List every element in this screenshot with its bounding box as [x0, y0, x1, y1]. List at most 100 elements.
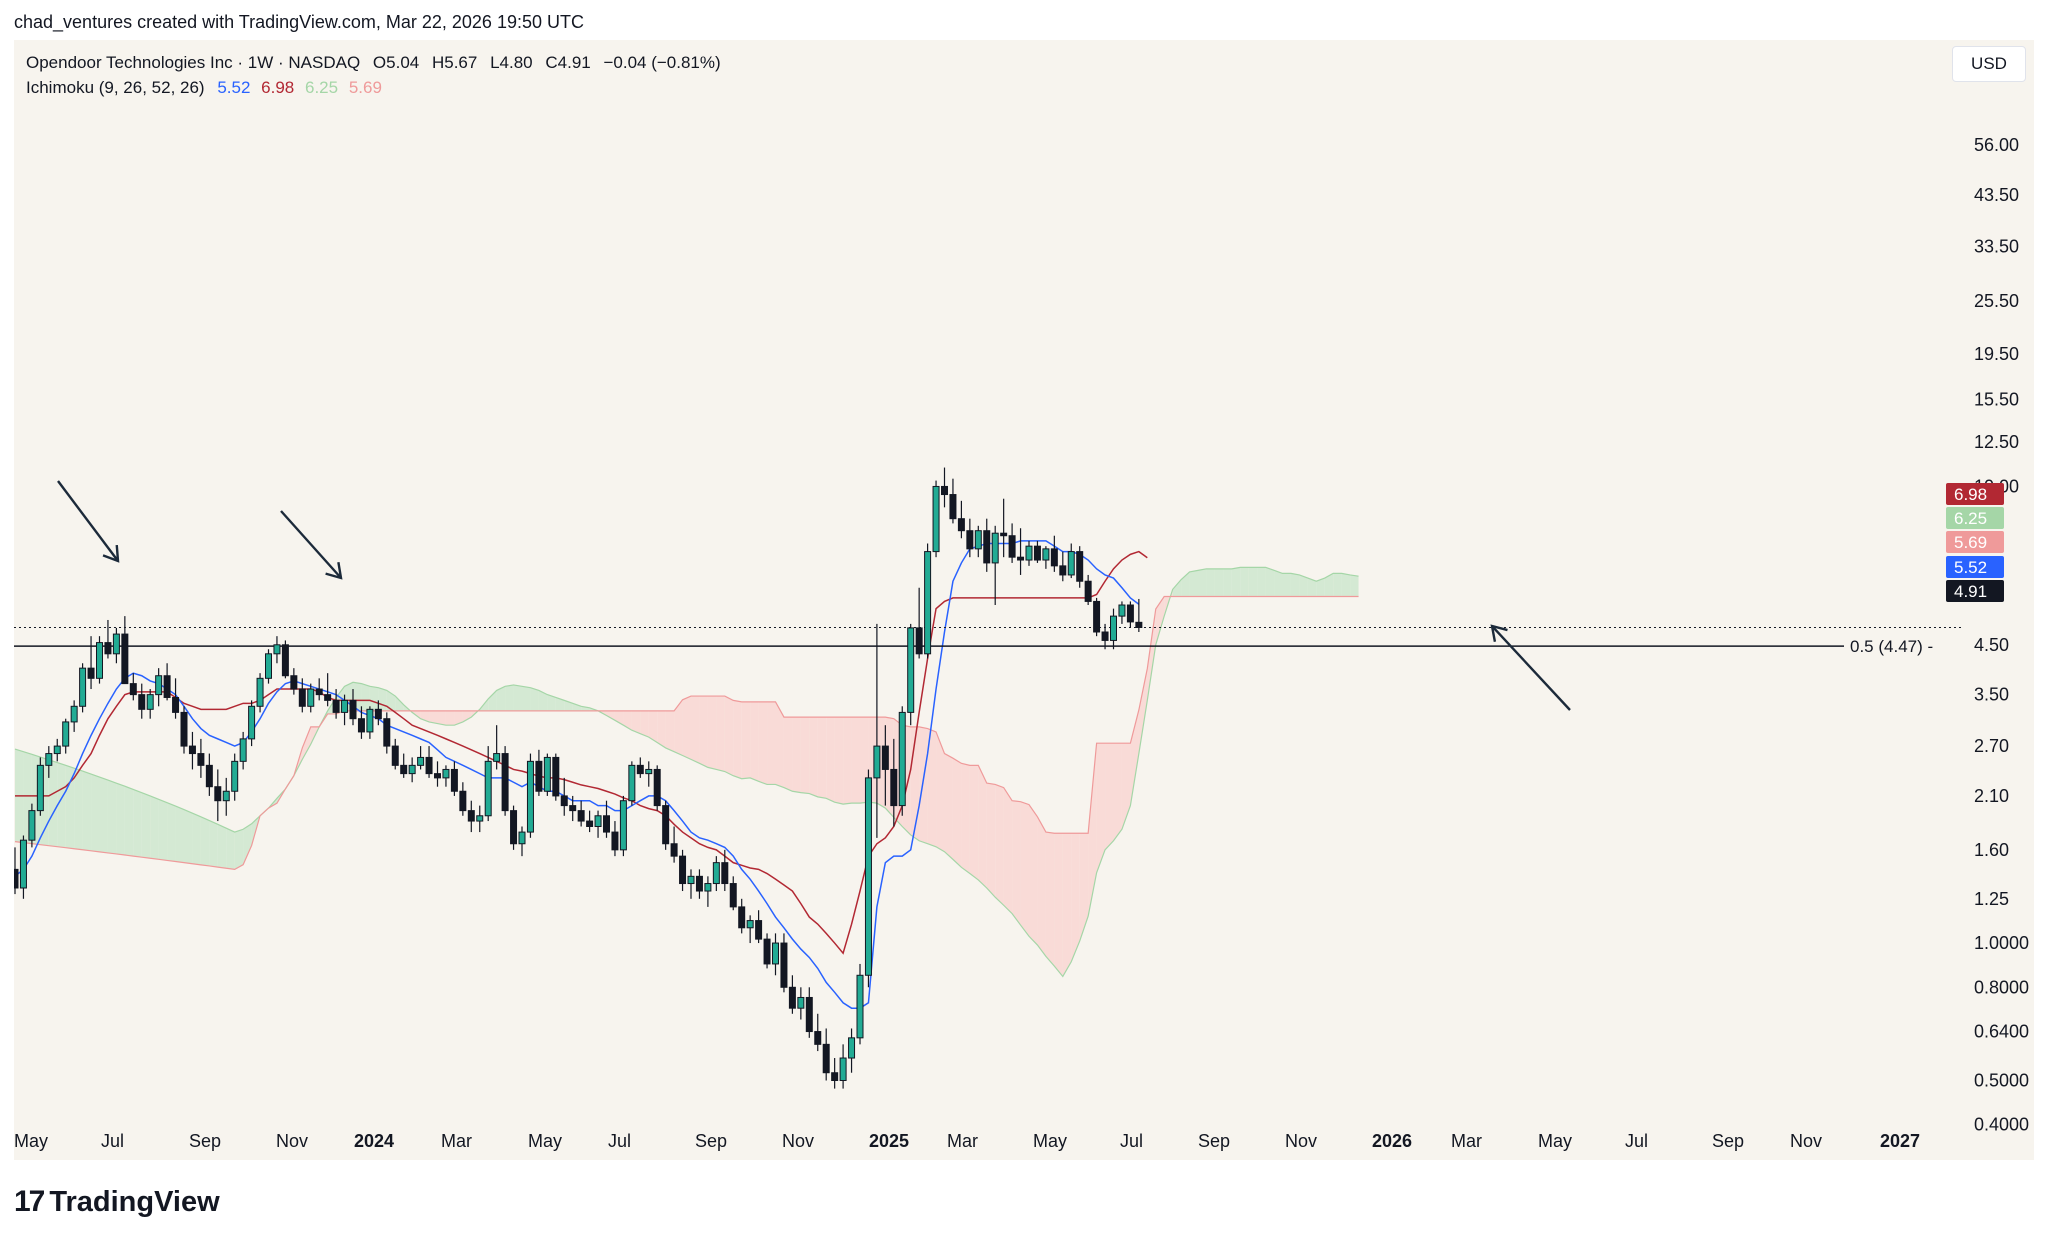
candle: [138, 683, 146, 719]
candle: [645, 761, 653, 787]
candle: [273, 636, 281, 664]
cloud-segment: [82, 771, 92, 851]
y-tick-label: 4.50: [1974, 635, 2009, 655]
candle-body: [315, 688, 323, 696]
cloud-segment: [1155, 596, 1165, 645]
indicator-conversion-value: 5.52: [217, 78, 251, 97]
y-tick-label: 1.25: [1974, 889, 2009, 909]
ohlc-close: C4.91: [545, 53, 591, 72]
cloud-segment: [961, 763, 970, 874]
cloud-segment: [488, 690, 497, 711]
candle: [1050, 535, 1058, 572]
y-axis[interactable]: 56.0043.5033.5025.5019.5015.5012.5010.00…: [1974, 135, 2029, 1135]
candle: [1025, 540, 1033, 566]
cloud-segment: [462, 710, 472, 722]
cloud-segment: [302, 726, 311, 760]
candle-body: [848, 1037, 856, 1059]
candle-body: [695, 875, 703, 892]
candle-body: [1076, 551, 1084, 582]
candle: [898, 706, 906, 816]
chart-legend[interactable]: Opendoor Technologies Inc · 1W · NASDAQ …: [26, 50, 729, 100]
candle: [543, 753, 551, 796]
candle-body: [248, 705, 256, 740]
candle-body: [146, 694, 154, 710]
cloud-segment: [817, 717, 827, 799]
tradingview-logo[interactable]: 17 TradingView: [14, 1184, 220, 1220]
candle: [1033, 540, 1041, 563]
price-tag-bg: [1946, 531, 2004, 553]
x-tick-label: Nov: [782, 1131, 814, 1151]
cloud-segment: [99, 777, 108, 853]
cloud-segment: [1079, 833, 1089, 942]
y-tick-label: 1.60: [1974, 840, 2009, 860]
candle-body: [163, 675, 171, 698]
x-tick-label: 2025: [869, 1131, 909, 1151]
candle-body: [949, 494, 957, 520]
indicator-name[interactable]: Ichimoku (9, 26, 52, 26): [26, 78, 205, 97]
cloud-segment: [234, 829, 244, 870]
arrow-shaft: [280, 510, 342, 579]
candle: [619, 795, 627, 857]
x-tick-label: Sep: [189, 1131, 221, 1151]
candle-body: [383, 718, 391, 747]
cloud-segment: [631, 710, 641, 734]
cloud-segment: [369, 686, 379, 711]
cloud-segment: [623, 710, 632, 731]
symbol-row[interactable]: Opendoor Technologies Inc · 1W · NASDAQ …: [26, 50, 729, 75]
chart-area[interactable]: 0.5 (4.47) - 56.00 43.50 33.50 25.50 19.50 15…: [14, 40, 2034, 1160]
cloud-segment: [91, 774, 100, 852]
candle-body: [780, 942, 788, 988]
cloud-segment: [936, 731, 945, 852]
cloud-segment: [969, 765, 979, 880]
x-tick-label: Sep: [695, 1131, 727, 1151]
cloud-segment: [192, 813, 201, 865]
candle-body: [966, 530, 974, 550]
candle-body: [96, 642, 103, 679]
cloud-segment: [648, 710, 658, 743]
x-axis[interactable]: May Jul Sep Nov 2024 Mar May Jul Sep Nov 2025 Mar Ma…: [14, 1131, 1920, 1151]
indicator-row[interactable]: Ichimoku (9, 26, 52, 26) 5.52 6.98 6.25 …: [26, 75, 729, 100]
cloud-segment: [843, 717, 852, 805]
cloud-segment: [1214, 568, 1224, 597]
price-tag: 5.69: [1946, 531, 2004, 553]
candle-body: [138, 694, 146, 710]
candle: [1059, 551, 1067, 582]
candle-body: [374, 708, 382, 720]
candle: [1126, 601, 1134, 628]
candle-body: [535, 760, 543, 792]
arrow-icon: [57, 480, 120, 563]
candle-body: [670, 843, 678, 857]
candle: [391, 738, 399, 770]
cloud-segment: [1265, 567, 1275, 597]
price-chart[interactable]: 0.5 (4.47) - 56.00 43.50 33.50 25.50 19.50 15…: [14, 40, 2034, 1160]
x-tick-label: Mar: [1451, 1131, 1482, 1151]
candles: [14, 467, 1143, 1089]
price-tag-label: 6.25: [1954, 509, 1987, 528]
candle-body: [28, 810, 36, 841]
currency-button[interactable]: USD: [1952, 46, 2026, 82]
candle-body: [256, 677, 264, 707]
candle-body: [586, 820, 594, 827]
candle: [341, 694, 349, 726]
candle-body: [873, 745, 881, 779]
candle: [476, 805, 484, 833]
cloud-segment: [1121, 743, 1131, 830]
cloud-segment: [1012, 800, 1021, 926]
candle-body: [112, 633, 120, 655]
cloud-segment: [1198, 568, 1207, 597]
candle-body: [400, 764, 408, 775]
candle-body: [298, 688, 306, 707]
candle: [670, 826, 678, 863]
price-tags: 6.98 6.25 5.69 5.52 4.91: [1946, 483, 2004, 602]
candle-body: [36, 764, 44, 812]
cloud-segment: [1223, 568, 1232, 597]
cloud-segment: [1274, 570, 1283, 597]
symbol-name[interactable]: Opendoor Technologies Inc · 1W · NASDAQ: [26, 53, 361, 72]
candle: [721, 849, 729, 892]
candle: [577, 800, 585, 827]
candle: [205, 753, 213, 796]
candle: [197, 738, 205, 778]
candle: [231, 753, 239, 801]
candle: [450, 761, 458, 796]
cloud-segment: [74, 768, 83, 850]
